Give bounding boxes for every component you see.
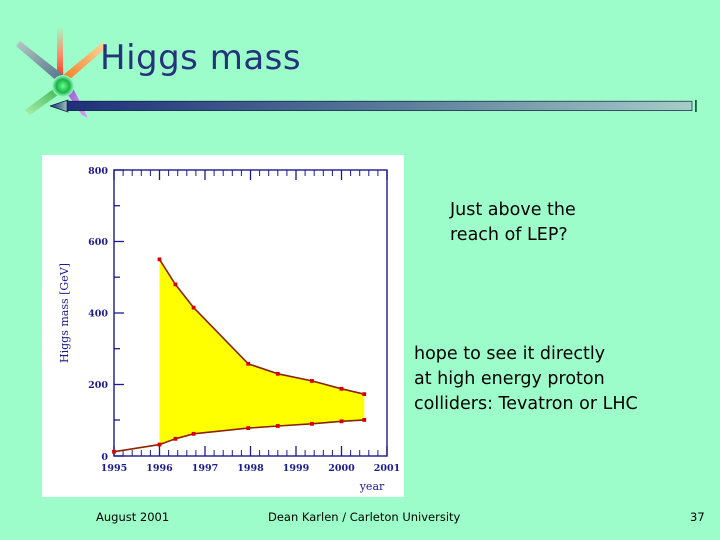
svg-text:2000: 2000 bbox=[328, 463, 355, 474]
footer: August 2001 Dean Karlen / Carleton Unive… bbox=[0, 510, 720, 532]
note-colliders: hope to see it directly at high energy p… bbox=[414, 344, 638, 414]
left-arrow-divider bbox=[48, 96, 698, 116]
svg-text:200: 200 bbox=[88, 380, 108, 391]
page-title: Higgs mass bbox=[100, 38, 302, 78]
data-point-marker bbox=[310, 379, 314, 383]
data-point-marker bbox=[246, 426, 251, 431]
svg-text:400: 400 bbox=[88, 309, 108, 320]
svg-text:800: 800 bbox=[88, 166, 108, 177]
x-axis bbox=[113, 170, 388, 456]
data-point-marker bbox=[310, 421, 314, 426]
data-point-marker bbox=[362, 417, 367, 422]
svg-text:2001: 2001 bbox=[374, 463, 400, 474]
svg-text:0: 0 bbox=[101, 452, 108, 463]
svg-text:600: 600 bbox=[88, 237, 108, 248]
data-point-marker bbox=[157, 257, 162, 262]
data-point-marker bbox=[339, 419, 344, 424]
data-point-marker bbox=[339, 386, 344, 391]
data-point-marker bbox=[173, 282, 178, 287]
data-point-marker bbox=[191, 305, 196, 310]
data-point-marker bbox=[173, 436, 178, 441]
data-point-marker bbox=[157, 442, 162, 447]
svg-text:1997: 1997 bbox=[192, 463, 218, 474]
footer-page: 37 bbox=[690, 510, 705, 524]
y-tick-labels: 0 200 400 600 800 bbox=[88, 166, 108, 463]
footer-author: Dean Karlen / Carleton University bbox=[268, 510, 461, 524]
data-point-marker bbox=[191, 431, 196, 436]
higgs-limit-band bbox=[112, 257, 367, 454]
y-axis bbox=[114, 169, 124, 457]
data-point-marker bbox=[275, 424, 280, 428]
y-axis-label: Higgs mass [GeV] bbox=[58, 263, 71, 363]
svg-text:1998: 1998 bbox=[237, 463, 264, 474]
x-tick-labels: 1995 1996 1997 1998 1999 2000 2001 bbox=[101, 463, 400, 474]
higgs-mass-chart: 0 200 400 600 800 Higgs mass [GeV] bbox=[42, 155, 404, 497]
svg-text:1995: 1995 bbox=[101, 463, 127, 474]
data-point-marker bbox=[362, 392, 367, 397]
svg-text:1999: 1999 bbox=[283, 463, 310, 474]
footer-date: August 2001 bbox=[96, 510, 170, 524]
note-lep: Just above the reach of LEP? bbox=[450, 200, 576, 245]
data-point-marker bbox=[246, 361, 251, 366]
data-point-marker bbox=[275, 371, 280, 376]
svg-text:1996: 1996 bbox=[146, 463, 173, 474]
data-point-marker bbox=[112, 449, 116, 454]
x-axis-label: year bbox=[359, 480, 385, 493]
